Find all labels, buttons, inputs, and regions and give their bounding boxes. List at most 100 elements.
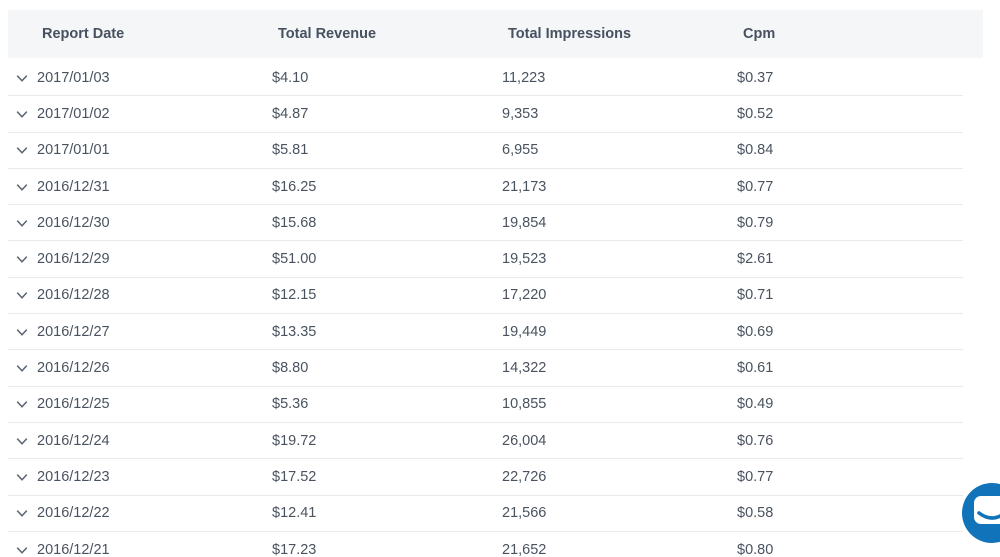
chevron-down-icon[interactable]: [15, 543, 29, 557]
total-revenue-cell: $51.00: [272, 251, 317, 268]
report-date-cell: 2017/01/03: [8, 70, 264, 86]
chat-bubble-icon: [962, 483, 1000, 543]
table-row: 2016/12/21 $17.23 21,652 $0.80: [8, 532, 963, 557]
table-row: 2016/12/25 $5.36 10,855 $0.49: [8, 387, 963, 423]
chevron-down-icon[interactable]: [15, 506, 29, 520]
total-impressions-cell: 26,004: [502, 432, 547, 449]
cpm-cell: $0.49: [737, 396, 774, 413]
report-date-cell: 2016/12/28: [8, 287, 264, 303]
total-revenue-cell: $17.52: [272, 468, 317, 485]
report-date-cell: 2016/12/29: [8, 251, 264, 267]
table-row: 2017/01/01 $5.81 6,955 $0.84: [8, 133, 963, 169]
chevron-down-icon[interactable]: [15, 325, 29, 339]
report-date-value: 2017/01/02: [37, 105, 110, 122]
chevron-down-icon[interactable]: [15, 434, 29, 448]
table-row: 2017/01/03 $4.10 11,223 $0.37: [8, 60, 963, 97]
total-revenue-cell: $17.23: [272, 541, 317, 557]
report-date-cell: 2016/12/21: [8, 542, 264, 557]
cpm-cell: $0.77: [737, 468, 774, 485]
report-date-cell: 2016/12/31: [8, 179, 264, 195]
total-impressions-cell: 10,855: [502, 396, 547, 413]
table-row: 2016/12/22 $12.41 21,566 $0.58: [8, 496, 963, 532]
total-impressions-cell: 21,173: [502, 178, 547, 195]
total-revenue-cell: $13.35: [272, 323, 317, 340]
chevron-down-icon[interactable]: [15, 288, 29, 302]
table-row: 2017/01/02 $4.87 9,353 $0.52: [8, 96, 963, 133]
total-impressions-cell: 17,220: [502, 287, 547, 304]
total-revenue-cell: $19.72: [272, 432, 317, 449]
column-header-report-date[interactable]: Report Date: [42, 26, 125, 42]
report-date-cell: 2016/12/24: [8, 433, 264, 449]
report-date-cell: 2016/12/25: [8, 396, 264, 412]
report-date-value: 2016/12/27: [37, 323, 110, 340]
chat-launcher-button[interactable]: [962, 483, 1000, 543]
total-impressions-cell: 6,955: [502, 142, 539, 159]
total-impressions-cell: 19,523: [502, 251, 547, 268]
report-date-value: 2016/12/30: [37, 214, 110, 231]
report-date-value: 2016/12/28: [37, 287, 110, 304]
report-date-value: 2016/12/23: [37, 468, 110, 485]
report-date-value: 2017/01/03: [37, 69, 110, 86]
total-revenue-cell: $4.10: [272, 69, 309, 86]
total-revenue-cell: $12.15: [272, 287, 317, 304]
cpm-cell: $0.52: [737, 105, 774, 122]
report-date-cell: 2017/01/02: [8, 106, 264, 122]
total-revenue-cell: $5.36: [272, 396, 309, 413]
cpm-cell: $0.61: [737, 360, 774, 377]
report-date-value: 2016/12/22: [37, 505, 110, 522]
report-date-cell: 2016/12/27: [8, 324, 264, 340]
total-impressions-cell: 22,726: [502, 468, 547, 485]
cpm-cell: $0.80: [737, 541, 774, 557]
chevron-down-icon[interactable]: [15, 397, 29, 411]
report-date-value: 2017/01/01: [37, 142, 110, 159]
column-header-total-revenue[interactable]: Total Revenue: [278, 26, 377, 42]
chevron-down-icon[interactable]: [15, 71, 29, 85]
total-revenue-cell: $5.81: [272, 142, 309, 159]
cpm-cell: $0.58: [737, 505, 774, 522]
total-impressions-cell: 21,652: [502, 541, 547, 557]
cpm-cell: $0.77: [737, 178, 774, 195]
report-date-value: 2016/12/26: [37, 360, 110, 377]
report-date-cell: 2016/12/22: [8, 505, 264, 521]
report-date-cell: 2016/12/26: [8, 360, 264, 376]
column-header-cpm[interactable]: Cpm: [743, 26, 776, 42]
cpm-cell: $0.76: [737, 432, 774, 449]
total-revenue-cell: $12.41: [272, 505, 317, 522]
column-header-total-impressions[interactable]: Total Impressions: [508, 26, 632, 42]
cpm-cell: $0.84: [737, 142, 774, 159]
chevron-down-icon[interactable]: [15, 470, 29, 484]
report-date-value: 2016/12/29: [37, 251, 110, 268]
revenue-report-table: Report Date Total Revenue Total Impressi…: [8, 10, 983, 557]
report-date-value: 2016/12/21: [37, 541, 110, 557]
total-impressions-cell: 21,566: [502, 505, 547, 522]
report-date-value: 2016/12/24: [37, 432, 110, 449]
cpm-cell: $2.61: [737, 251, 774, 268]
report-date-value: 2016/12/31: [37, 178, 110, 195]
table-row: 2016/12/27 $13.35 19,449 $0.69: [8, 314, 963, 351]
report-date-cell: 2017/01/01: [8, 142, 264, 158]
chevron-down-icon[interactable]: [15, 252, 29, 266]
total-revenue-cell: $4.87: [272, 105, 309, 122]
total-impressions-cell: 19,449: [502, 323, 547, 340]
chevron-down-icon[interactable]: [15, 143, 29, 157]
total-revenue-cell: $8.80: [272, 360, 309, 377]
total-impressions-cell: 11,223: [502, 69, 546, 86]
report-date-cell: 2016/12/30: [8, 215, 264, 231]
chevron-down-icon[interactable]: [15, 361, 29, 375]
total-revenue-cell: $15.68: [272, 214, 317, 231]
chevron-down-icon[interactable]: [15, 180, 29, 194]
chevron-down-icon[interactable]: [15, 216, 29, 230]
table-row: 2016/12/26 $8.80 14,322 $0.61: [8, 350, 963, 387]
table-row: 2016/12/30 $15.68 19,854 $0.79: [8, 205, 963, 242]
total-impressions-cell: 19,854: [502, 214, 547, 231]
cpm-cell: $0.37: [737, 69, 774, 86]
cpm-cell: $0.69: [737, 323, 774, 340]
table-header-row: Report Date Total Revenue Total Impressi…: [8, 10, 983, 58]
cpm-cell: $0.71: [737, 287, 774, 304]
report-date-value: 2016/12/25: [37, 396, 110, 413]
total-impressions-cell: 9,353: [502, 105, 539, 122]
table-row: 2016/12/23 $17.52 22,726 $0.77: [8, 459, 963, 496]
table-body: 2017/01/03 $4.10 11,223 $0.37 2017/01/: [8, 60, 963, 557]
chevron-down-icon[interactable]: [15, 107, 29, 121]
